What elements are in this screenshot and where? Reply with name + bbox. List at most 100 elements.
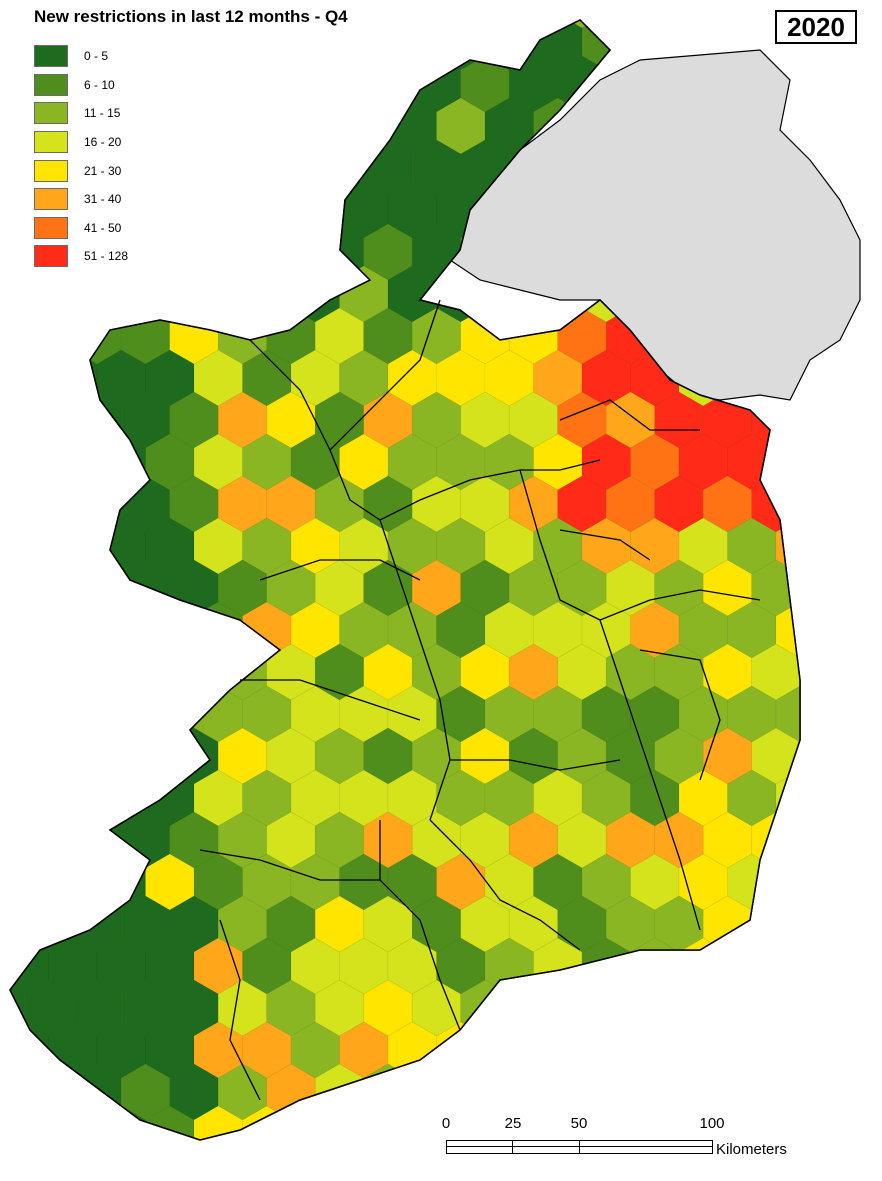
hex-cell	[873, 350, 882, 406]
hex-cell	[120, 223, 170, 281]
hex-cell	[873, 686, 882, 742]
hex-cell	[145, 601, 195, 659]
hex-cell	[315, 1148, 364, 1181]
hex-cell	[557, 20, 607, 29]
hex-cell	[702, 979, 753, 1037]
scale-tick-100: 100	[699, 1115, 725, 1132]
hex-cell	[557, 1063, 607, 1121]
hex-cell	[10, 55, 25, 113]
hex-cell	[873, 98, 882, 154]
hex-cell	[120, 139, 170, 197]
hex-cell	[873, 434, 882, 490]
scale-unit: Kilometers	[716, 1141, 787, 1158]
hex-cell	[48, 265, 98, 323]
legend-item: 31 - 40	[34, 185, 128, 214]
hex-cell	[72, 643, 122, 701]
hex-cell	[96, 601, 146, 659]
hex-cell	[217, 139, 268, 197]
hex-cell	[145, 181, 195, 239]
northern-ireland-region	[449, 49, 861, 401]
hex-cell	[411, 20, 462, 29]
hex-cell	[23, 1063, 73, 1121]
hex-cell	[387, 20, 437, 71]
legend-label: 11 - 15	[84, 106, 121, 121]
hex-cell	[363, 55, 413, 113]
hex-cell	[873, 770, 882, 826]
hex-cell	[654, 1063, 704, 1121]
hex-cell	[799, 979, 800, 1037]
hex-cell	[825, 1022, 874, 1078]
scale-segment-0-25	[446, 1140, 513, 1154]
legend-item: 0 - 5	[34, 42, 128, 71]
hex-cell	[702, 20, 753, 29]
legend-item: 16 - 20	[34, 128, 128, 157]
hex-cell	[10, 307, 25, 365]
hex-cell	[193, 265, 243, 323]
hex-cell	[411, 1063, 462, 1121]
hex-cell	[775, 853, 800, 911]
hex-cell	[460, 20, 510, 29]
hex-cell	[72, 727, 122, 785]
hex-cell	[775, 433, 800, 491]
scale-segment-50-100	[579, 1140, 713, 1154]
hex-cell	[849, 140, 882, 196]
hex-cell	[363, 20, 413, 29]
hex-cell	[678, 1021, 728, 1079]
hex-cell	[48, 517, 98, 575]
legend-swatch	[34, 216, 68, 239]
hex-cell	[290, 181, 340, 239]
hex-cell	[193, 97, 243, 155]
hex-cell	[48, 1105, 98, 1140]
scale-bar: 0 25 50 100 Kilometers	[442, 1115, 787, 1165]
legend-swatch	[34, 188, 68, 211]
legend-item: 6 - 10	[34, 71, 128, 100]
hex-cell	[217, 223, 268, 281]
scale-segment-25-50	[512, 1140, 580, 1154]
legend-swatch	[34, 102, 68, 125]
hex-cell	[654, 20, 704, 29]
hex-cell	[557, 979, 607, 1037]
hex-cell	[364, 1148, 413, 1181]
legend-label: 41 - 50	[84, 220, 122, 235]
hex-cell	[10, 895, 25, 953]
hex-cell	[23, 475, 73, 533]
map-title: New restrictions in last 12 months - Q4	[34, 7, 348, 26]
hex-cell	[120, 643, 170, 701]
hex-cell	[799, 391, 800, 449]
scale-tick-0: 0	[441, 1115, 451, 1132]
legend-swatch	[34, 245, 68, 268]
hex-cell	[145, 265, 195, 323]
hex-cell	[849, 644, 882, 700]
hex-cell	[10, 1105, 49, 1140]
hex-cell	[10, 223, 25, 281]
hex-cell	[266, 139, 316, 197]
hex-cell	[23, 643, 73, 701]
hex-cell	[23, 559, 73, 617]
hex-cell	[23, 811, 73, 869]
hex-cell	[266, 55, 316, 113]
hex-cell	[873, 938, 882, 994]
hex-cell	[775, 937, 800, 995]
hex-cell	[799, 643, 800, 701]
hex-cell	[799, 811, 800, 869]
hex-cell	[314, 55, 365, 113]
hex-cell	[799, 55, 800, 113]
legend-item: 41 - 50	[34, 214, 128, 243]
legend-label: 0 - 5	[84, 49, 109, 64]
hex-cell	[217, 55, 268, 113]
hex-cell	[727, 937, 777, 995]
hex-cell	[849, 56, 882, 112]
hex-cell	[23, 391, 73, 449]
hex-cell	[169, 55, 219, 113]
hex-cell	[849, 392, 882, 448]
hex-cell	[825, 518, 874, 574]
hex-cell	[10, 517, 49, 575]
legend-label: 21 - 30	[84, 163, 122, 178]
hex-cell	[799, 1063, 800, 1121]
hex-cell	[10, 433, 49, 491]
hex-cell	[48, 685, 98, 743]
hex-cell	[654, 979, 704, 1037]
hex-cell	[849, 1064, 882, 1120]
hex-cell	[751, 979, 800, 1037]
hex-cell	[290, 97, 340, 155]
